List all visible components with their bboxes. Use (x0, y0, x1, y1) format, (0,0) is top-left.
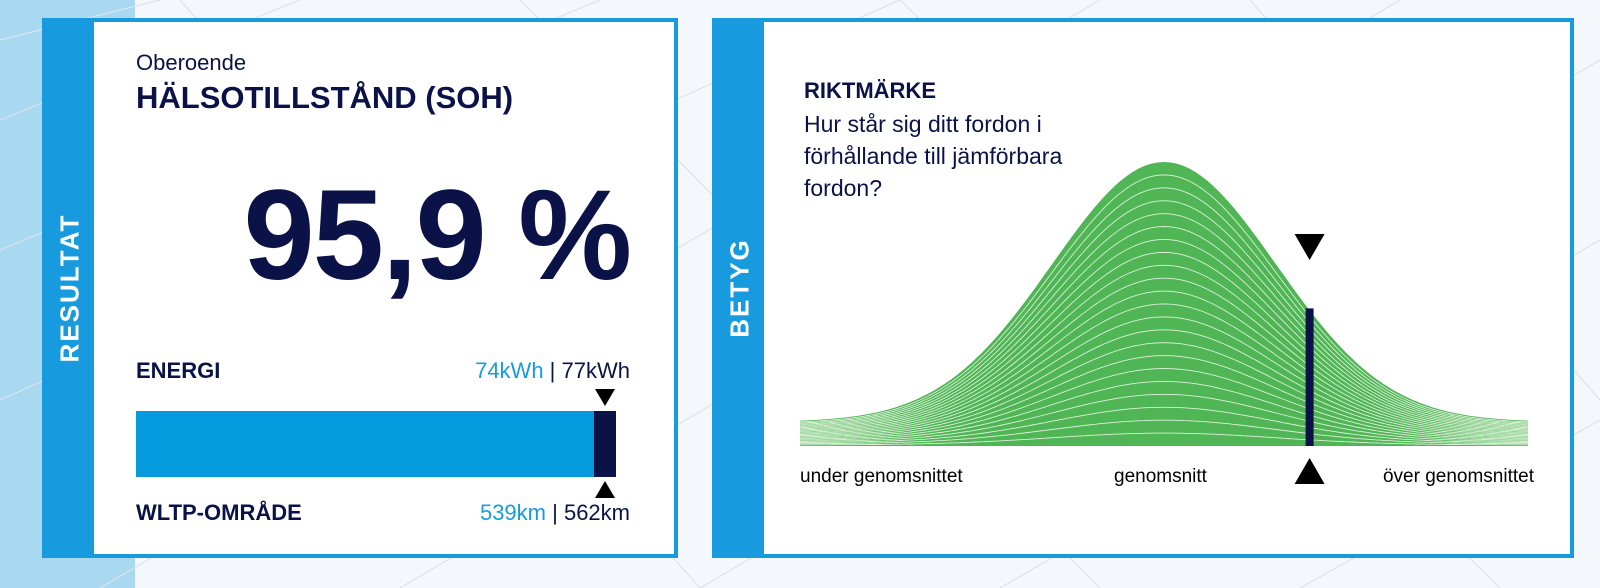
wltp-label: WLTP-OMRÅDE (136, 500, 302, 525)
result-side-label: RESULTAT (54, 213, 85, 363)
curve-layer-line (800, 342, 1528, 438)
curve-layer-line (800, 174, 1528, 423)
curve-layer-line (800, 393, 1528, 442)
curve-layer-line (800, 213, 1528, 426)
axis-label-above-average: över genomsnittet (1382, 466, 1534, 487)
curve-layers (800, 162, 1528, 446)
wltp-separator: | (546, 500, 564, 525)
benchmark-question: Hur står sig ditt fordon i förhållande t… (804, 111, 1063, 201)
curve-layer-line (800, 329, 1528, 437)
curve-layer-line (800, 316, 1528, 435)
energy-current: 74kWh (475, 358, 544, 383)
curve-layer-line (800, 355, 1528, 439)
curve-layer-line (800, 200, 1528, 425)
curve-layer-line (800, 264, 1528, 431)
curve-layer-line (800, 419, 1528, 445)
result-card: RESULTAT Oberoende HÄLSOTILLSTÅND (SOH) … (42, 18, 678, 558)
curve-layer-line (800, 277, 1528, 432)
marker-down-icon (595, 389, 615, 406)
rating-card: BETYG RIKTMÄRKE Hur står sig ditt fordon… (712, 18, 1574, 558)
soh-subtitle: Oberoende (136, 50, 247, 75)
energy-values: 74kWh | 77kWh (475, 358, 630, 384)
energy-separator: | (543, 358, 562, 383)
wltp-values: 539km | 562km (480, 500, 630, 526)
distribution-curve (800, 162, 1528, 484)
curve-layer-line (800, 239, 1528, 429)
curve-layer-line (800, 303, 1528, 434)
marker-up-icon (595, 481, 615, 498)
soh-value: 95,9 % (243, 164, 632, 307)
curve-layer-line (800, 381, 1528, 441)
wltp-current: 539km (479, 500, 546, 525)
soh-bar (136, 389, 636, 498)
energy-original: 77kWh (561, 358, 630, 383)
curve-layer-line (800, 406, 1528, 443)
energy-label: ENERGI (136, 358, 221, 383)
curve-layer-line (800, 432, 1528, 446)
curve-layer-line (800, 226, 1528, 427)
curve-layer-line (800, 290, 1528, 433)
curve-layer-line (800, 251, 1528, 430)
benchmark-title: RIKTMÄRKE (804, 78, 936, 103)
soh-bar-cap (594, 411, 616, 477)
wltp-original: 562km (563, 500, 630, 525)
curve-layer-line (800, 187, 1528, 424)
result-side-bar: RESULTAT (46, 22, 94, 554)
rating-side-label: BETYG (724, 238, 755, 338)
marker-up-icon (1294, 458, 1325, 484)
marker-down-icon (1294, 234, 1325, 260)
axis-label-below-average: under genomsnittet (800, 466, 963, 487)
curve-layer-line (800, 368, 1528, 440)
soh-bar-fill (136, 411, 594, 477)
soh-title: HÄLSOTILLSTÅND (SOH) (136, 80, 514, 115)
axis-label-average: genomsnitt (1114, 466, 1207, 487)
rating-side-bar: BETYG (716, 22, 764, 554)
